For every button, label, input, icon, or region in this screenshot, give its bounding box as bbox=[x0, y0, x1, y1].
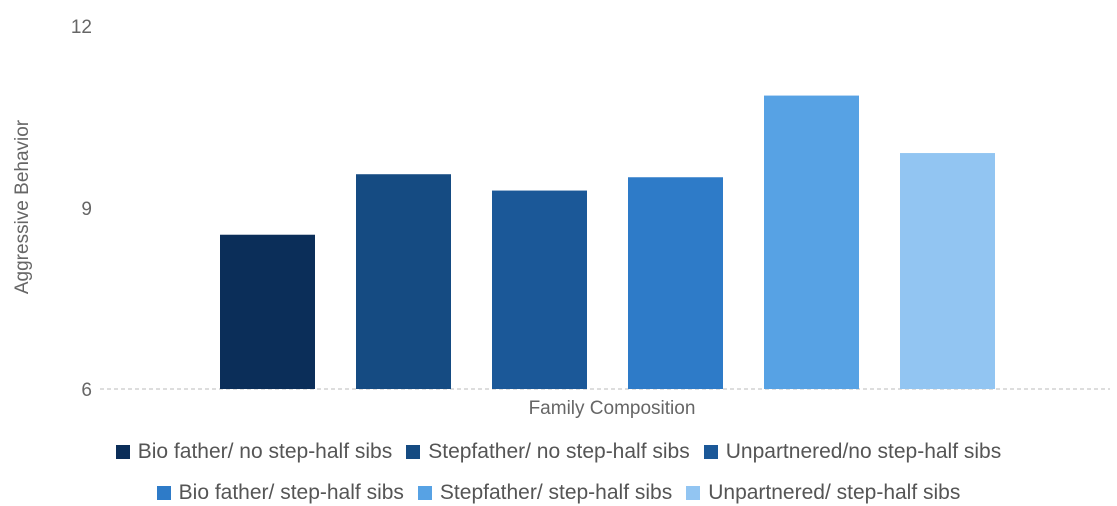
legend-label: Stepfather/ no step-half sibs bbox=[428, 440, 690, 463]
legend-swatch bbox=[115, 445, 130, 459]
x-axis-title: Family Composition bbox=[529, 398, 696, 419]
bar-chart: 12 9 6 Aggressive Behavior Family Compos… bbox=[12, 17, 1110, 419]
y-tick-label: 6 bbox=[81, 380, 92, 401]
y-tick-label: 9 bbox=[81, 199, 92, 220]
y-tick-label: 12 bbox=[71, 17, 92, 38]
legend-swatch bbox=[406, 445, 421, 459]
bar[interactable] bbox=[900, 153, 995, 389]
bars-group bbox=[220, 95, 995, 389]
legend-item[interactable]: Unpartnered/ step-half sibs bbox=[686, 481, 960, 505]
legend-item[interactable]: Unpartnered/no step-half sibs bbox=[703, 440, 1002, 464]
bar[interactable] bbox=[492, 190, 587, 389]
legend-item[interactable]: Stepfather/ no step-half sibs bbox=[406, 440, 690, 464]
bar[interactable] bbox=[764, 95, 859, 389]
legend-label: Bio father/ step-half sibs bbox=[178, 481, 404, 504]
legend-row-2: Bio father/ step-half sibs Stepfather/ s… bbox=[0, 481, 1117, 505]
legend-label: Unpartnered/no step-half sibs bbox=[725, 440, 1002, 463]
legend-row-1: Bio father/ no step-half sibs Stepfather… bbox=[0, 440, 1117, 464]
bar[interactable] bbox=[220, 234, 315, 389]
legend-item[interactable]: Bio father/ no step-half sibs bbox=[115, 440, 393, 464]
legend-label: Unpartnered/ step-half sibs bbox=[708, 481, 961, 504]
bar[interactable] bbox=[628, 177, 723, 389]
legend-swatch bbox=[686, 486, 701, 500]
legend-item[interactable]: Bio father/ step-half sibs bbox=[156, 481, 404, 505]
legend-label: Bio father/ no step-half sibs bbox=[137, 440, 393, 463]
legend-swatch bbox=[156, 486, 171, 500]
y-axis-title: Aggressive Behavior bbox=[12, 119, 33, 294]
legend-swatch bbox=[417, 486, 432, 500]
legend-label: Stepfather/ step-half sibs bbox=[439, 481, 673, 504]
legend-swatch bbox=[703, 445, 718, 459]
legend-item[interactable]: Stepfather/ step-half sibs bbox=[417, 481, 673, 505]
bar[interactable] bbox=[356, 174, 451, 389]
